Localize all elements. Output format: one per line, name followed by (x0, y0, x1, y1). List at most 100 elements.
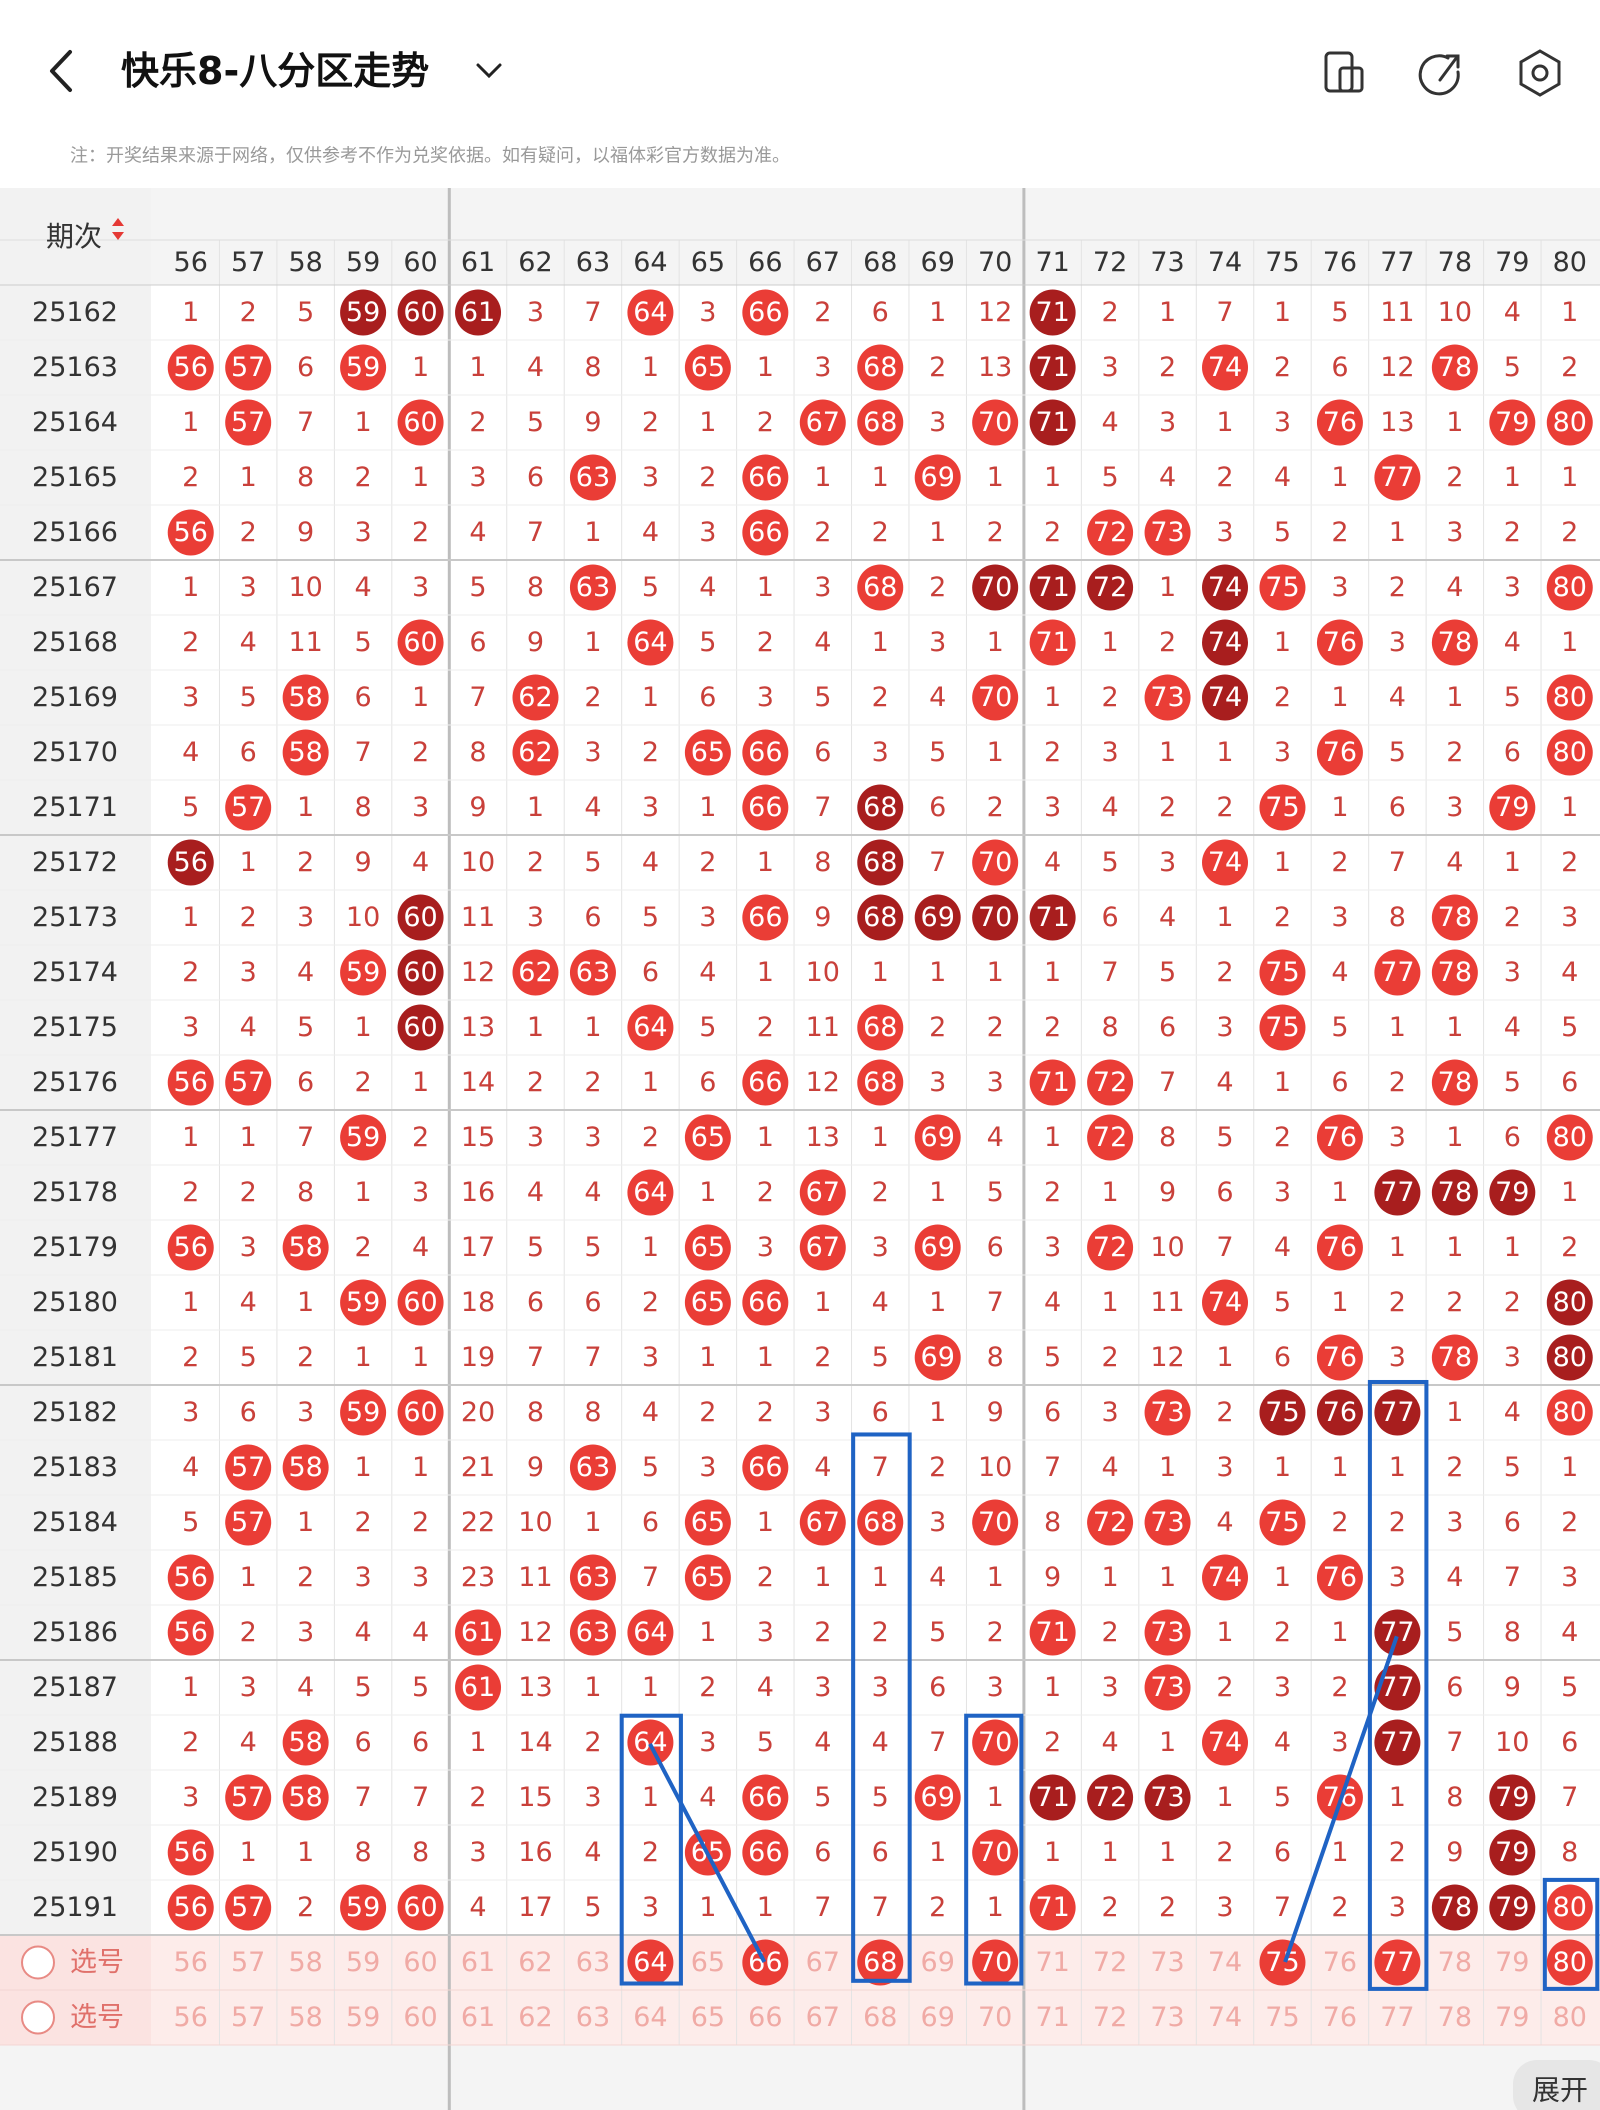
pick-number[interactable]: 69 (921, 2002, 955, 2033)
pick-number[interactable]: 65 (691, 2002, 725, 2033)
miss-count: 17 (461, 1232, 495, 1263)
picked-number[interactable]: 80 (1553, 1947, 1587, 1978)
hit-ball (1431, 1334, 1478, 1381)
hit-number: 57 (231, 1507, 265, 1538)
miss-count: 11 (288, 627, 322, 658)
miss-count: 5 (584, 847, 601, 878)
back-button[interactable] (50, 50, 72, 92)
picked-number[interactable]: 70 (978, 1947, 1012, 1978)
pick-number[interactable]: 74 (1208, 2002, 1242, 2033)
pick-number[interactable]: 60 (403, 2002, 437, 2033)
pick-number[interactable]: 71 (1035, 2002, 1069, 2033)
miss-count: 4 (1504, 1012, 1521, 1043)
period-label: 25176 (32, 1067, 118, 1098)
hit-ball (914, 894, 961, 941)
pick-number[interactable]: 58 (288, 2002, 322, 2033)
column-header: 65 (691, 247, 725, 278)
pick-number[interactable]: 65 (691, 1947, 725, 1978)
pick-number[interactable]: 67 (806, 1947, 840, 1978)
miss-count: 1 (1331, 1177, 1348, 1208)
miss-count: 4 (527, 352, 544, 383)
column-header: 70 (978, 247, 1012, 278)
hit-ball (1202, 564, 1249, 611)
pick-number[interactable]: 69 (921, 1947, 955, 1978)
hit-number: 59 (346, 1287, 380, 1318)
picked-number[interactable]: 77 (1380, 1947, 1414, 1978)
hit-number: 73 (1150, 682, 1184, 713)
miss-count: 7 (469, 682, 486, 713)
pick-number[interactable]: 59 (346, 2002, 380, 2033)
picked-number[interactable]: 75 (1265, 1947, 1299, 1978)
miss-count: 3 (757, 682, 774, 713)
hit-ball (1144, 1774, 1191, 1821)
period-label: 25191 (32, 1892, 118, 1923)
miss-count: 6 (240, 737, 257, 768)
hit-number: 75 (1265, 1397, 1299, 1428)
hit-ball (397, 949, 444, 996)
pick-number[interactable]: 71 (1035, 1947, 1069, 1978)
pick-number[interactable]: 77 (1380, 2002, 1414, 2033)
pick-number[interactable]: 73 (1150, 2002, 1184, 2033)
pick-number[interactable]: 80 (1553, 2002, 1587, 2033)
picked-number[interactable]: 66 (748, 1947, 782, 1978)
hit-number: 72 (1093, 1067, 1127, 1098)
pick-number[interactable]: 73 (1150, 1947, 1184, 1978)
pick-number[interactable]: 68 (863, 2002, 897, 2033)
pick-number[interactable]: 61 (461, 1947, 495, 1978)
pick-number[interactable]: 64 (633, 2002, 667, 2033)
settings-icon[interactable] (1519, 49, 1561, 97)
miss-count: 2 (929, 1892, 946, 1923)
pick-number[interactable]: 66 (748, 2002, 782, 2033)
pick-number[interactable]: 63 (576, 2002, 610, 2033)
pick-number[interactable]: 76 (1323, 2002, 1357, 2033)
miss-count: 1 (642, 1067, 659, 1098)
pick-toggle[interactable] (21, 1945, 55, 1980)
pick-number[interactable]: 62 (518, 1947, 552, 1978)
miss-count: 1 (412, 1342, 429, 1373)
pick-number[interactable]: 78 (1438, 2002, 1472, 2033)
pick-toggle[interactable] (21, 2000, 55, 2035)
pick-number[interactable]: 78 (1438, 1947, 1472, 1978)
miss-count: 3 (297, 1617, 314, 1648)
pick-number[interactable]: 63 (576, 1947, 610, 1978)
pick-number[interactable]: 70 (978, 2002, 1012, 2033)
hit-number: 63 (576, 1562, 610, 1593)
miss-count: 3 (814, 1672, 831, 1703)
hit-number: 78 (1438, 627, 1472, 658)
hit-ball (1431, 344, 1478, 391)
pick-number[interactable]: 57 (231, 1947, 265, 1978)
pick-number[interactable]: 79 (1495, 1947, 1529, 1978)
pick-number[interactable]: 57 (231, 2002, 265, 2033)
dropdown-toggle[interactable] (476, 63, 502, 79)
expand-button[interactable]: 展开 (1532, 2074, 1588, 2107)
pick-number[interactable]: 61 (461, 2002, 495, 2033)
share-icon[interactable] (1418, 54, 1460, 96)
miss-count: 2 (469, 1782, 486, 1813)
pick-number[interactable]: 60 (403, 1947, 437, 1978)
hit-ball (1546, 729, 1593, 776)
pick-number[interactable]: 62 (518, 2002, 552, 2033)
pick-number[interactable]: 56 (174, 1947, 208, 1978)
pick-number[interactable]: 59 (346, 1947, 380, 1978)
period-header[interactable]: 期次 (46, 220, 102, 253)
pick-number[interactable]: 72 (1093, 2002, 1127, 2033)
pick-number[interactable]: 56 (174, 2002, 208, 2033)
pick-number[interactable]: 76 (1323, 1947, 1357, 1978)
picked-number[interactable]: 64 (633, 1947, 667, 1978)
miss-count: 8 (1389, 902, 1406, 933)
expand-button-bg[interactable] (1513, 2060, 1600, 2110)
picked-number[interactable]: 68 (863, 1947, 897, 1978)
pick-number[interactable]: 79 (1495, 2002, 1529, 2033)
column-header: 61 (461, 247, 495, 278)
miss-count: 1 (1561, 1452, 1578, 1483)
pick-number[interactable]: 72 (1093, 1947, 1127, 1978)
pick-number[interactable]: 58 (288, 1947, 322, 1978)
layout-icon[interactable] (1324, 51, 1364, 93)
hit-number: 70 (978, 902, 1012, 933)
hit-number: 73 (1150, 1672, 1184, 1703)
miss-count: 1 (240, 1562, 257, 1593)
miss-count: 2 (527, 847, 544, 878)
pick-number[interactable]: 67 (806, 2002, 840, 2033)
pick-number[interactable]: 74 (1208, 1947, 1242, 1978)
pick-number[interactable]: 75 (1265, 2002, 1299, 2033)
